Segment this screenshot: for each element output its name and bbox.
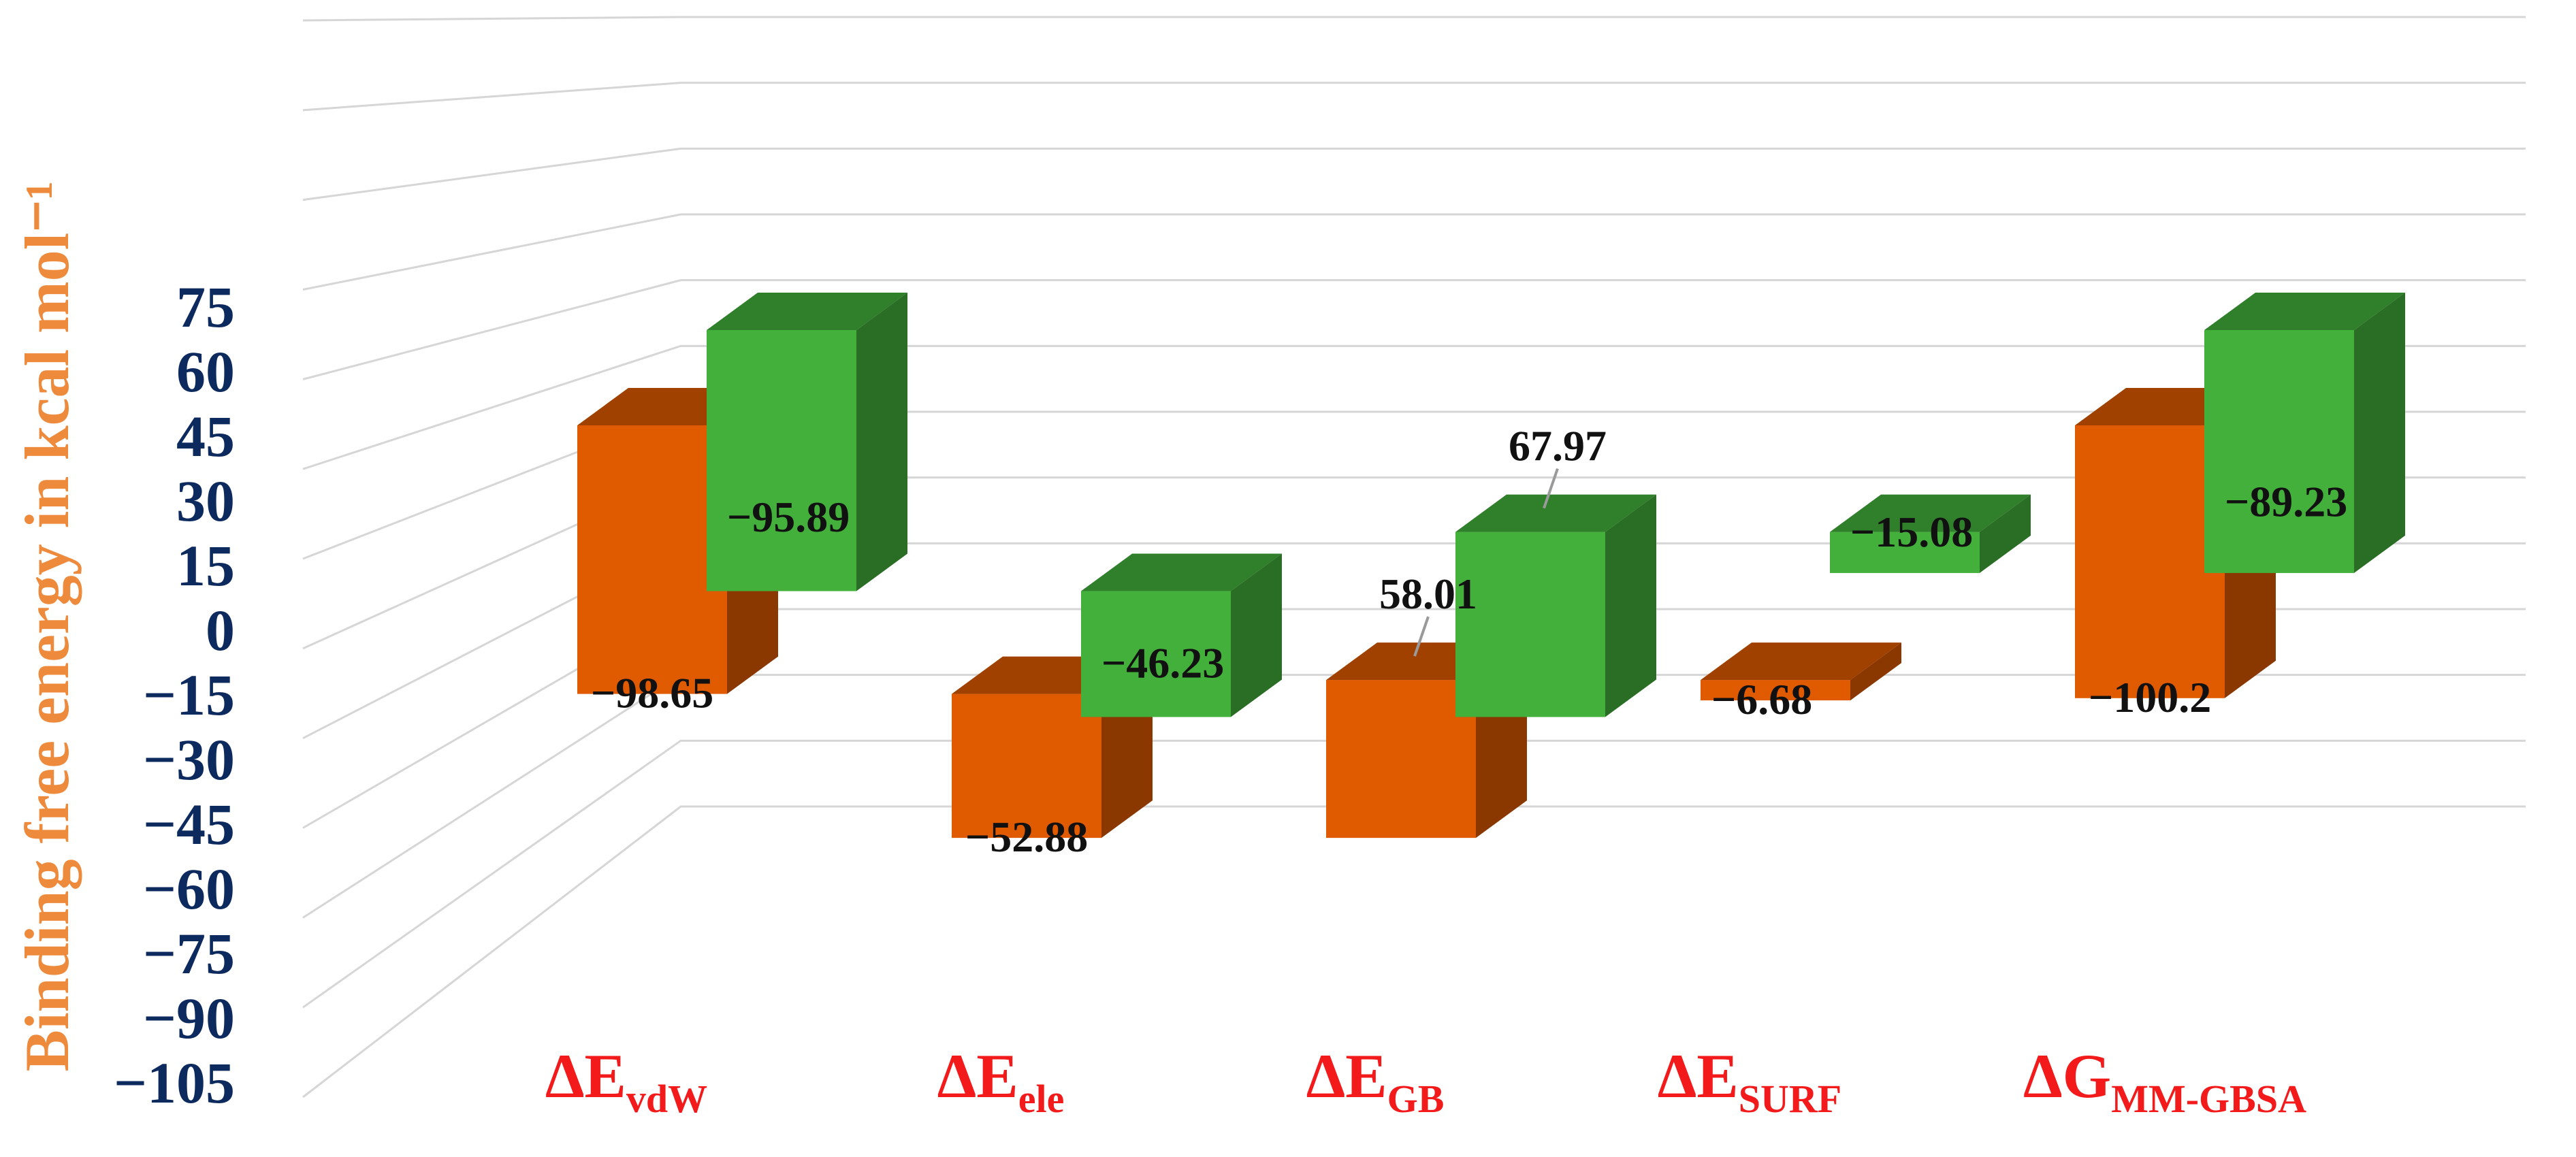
bar-top [1081,553,1282,591]
data-label: −6.68 [1711,675,1812,723]
data-label: −89.23 [2225,477,2347,525]
bar [1701,642,1901,701]
category-label: ΔEGB [1306,1041,1445,1121]
bar-front [707,330,856,591]
bar-top [1830,494,2031,532]
gridline [302,344,2526,470]
gridline [302,279,2526,380]
gridline [302,739,2526,1009]
bar [1081,553,1282,717]
data-label-leader [1413,616,1430,657]
category-label: ΔEvdW [545,1041,707,1121]
data-labels: −98.65 −52.88 58.01 −6.68 −100.2 −95.89 −46.23… [591,422,2347,862]
y-tick-label: 30 [176,468,235,534]
y-axis-label: Binding free energy in kcal mol⁻¹ [12,181,82,1072]
bar-side [2354,293,2405,573]
bar-top [2204,293,2405,330]
y-tick-label: −30 [143,727,235,792]
category-label: ΔGMM-GBSA [2023,1041,2306,1121]
x-axis-categories: ΔEvdW ΔEele ΔEGB ΔESURF ΔGMM-GBSA [545,1041,2306,1121]
bar-top [1701,642,1901,681]
data-label: −52.88 [965,813,1088,861]
data-label: −46.23 [1101,639,1224,687]
gridline [302,82,2526,112]
y-tick-label: 45 [176,404,235,469]
data-label: −98.65 [591,669,713,717]
gridline [302,147,2526,201]
y-tick-label: −75 [143,921,235,986]
y-tick-label: −90 [143,985,235,1051]
y-tick-label: 75 [176,274,235,340]
data-label: −95.89 [727,493,850,541]
bar-front [2075,425,2225,698]
bar [1830,494,2031,573]
gridline [302,213,2526,291]
bar-front [1326,680,1476,838]
data-label-leader [1543,468,1559,509]
bar [2075,388,2276,698]
bar-front [1081,591,1231,717]
y-tick-label: −45 [143,792,235,857]
bar [1455,494,1656,717]
data-label: −100.2 [2089,673,2211,721]
bar [707,293,907,591]
y-tick-label: 60 [176,339,235,404]
category-label: ΔEele [937,1041,1065,1121]
bar-side [1605,494,1656,717]
bar-side [1850,642,1901,701]
gridline [302,805,2526,1098]
gridline [302,16,2526,22]
bar [2204,293,2405,573]
bars [577,293,2405,838]
bar-side [1980,494,2031,573]
data-label: 67.97 [1509,422,1607,470]
y-tick-label: −15 [143,662,235,728]
y-tick-label: 0 [206,598,235,663]
y-tick-label: 15 [176,533,235,598]
data-label: 58.01 [1379,570,1477,618]
y-tick-label: −105 [114,1050,235,1115]
bar-front [1830,532,1980,573]
bar-front [577,425,727,694]
y-tick-label: −60 [143,856,235,922]
bar-top [1455,494,1656,532]
bar-side [856,293,907,591]
bar-front [1455,532,1605,717]
bar-side [1231,553,1282,717]
bar-front [2204,330,2354,573]
category-label: ΔESURF [1658,1041,1842,1121]
bar-front [1701,680,1850,701]
bar-top [707,293,907,330]
data-label: −15.08 [1850,508,1973,556]
bar-front [952,694,1101,838]
